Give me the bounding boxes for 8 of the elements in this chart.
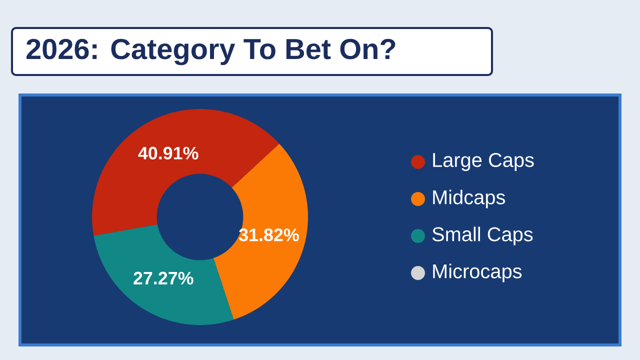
- data-label: 27.27%: [134, 272, 194, 284]
- legend-label: Microcaps: [433, 264, 522, 282]
- legend-label: Large Caps: [433, 152, 534, 172]
- data-label: 40.91%: [138, 146, 198, 160]
- legend-label: Midcaps: [433, 190, 505, 208]
- legend-label: Small Caps: [432, 226, 533, 246]
- chart-title: 2026: Category To Bet On?: [26, 38, 396, 66]
- data-label: 31.82%: [238, 228, 299, 242]
